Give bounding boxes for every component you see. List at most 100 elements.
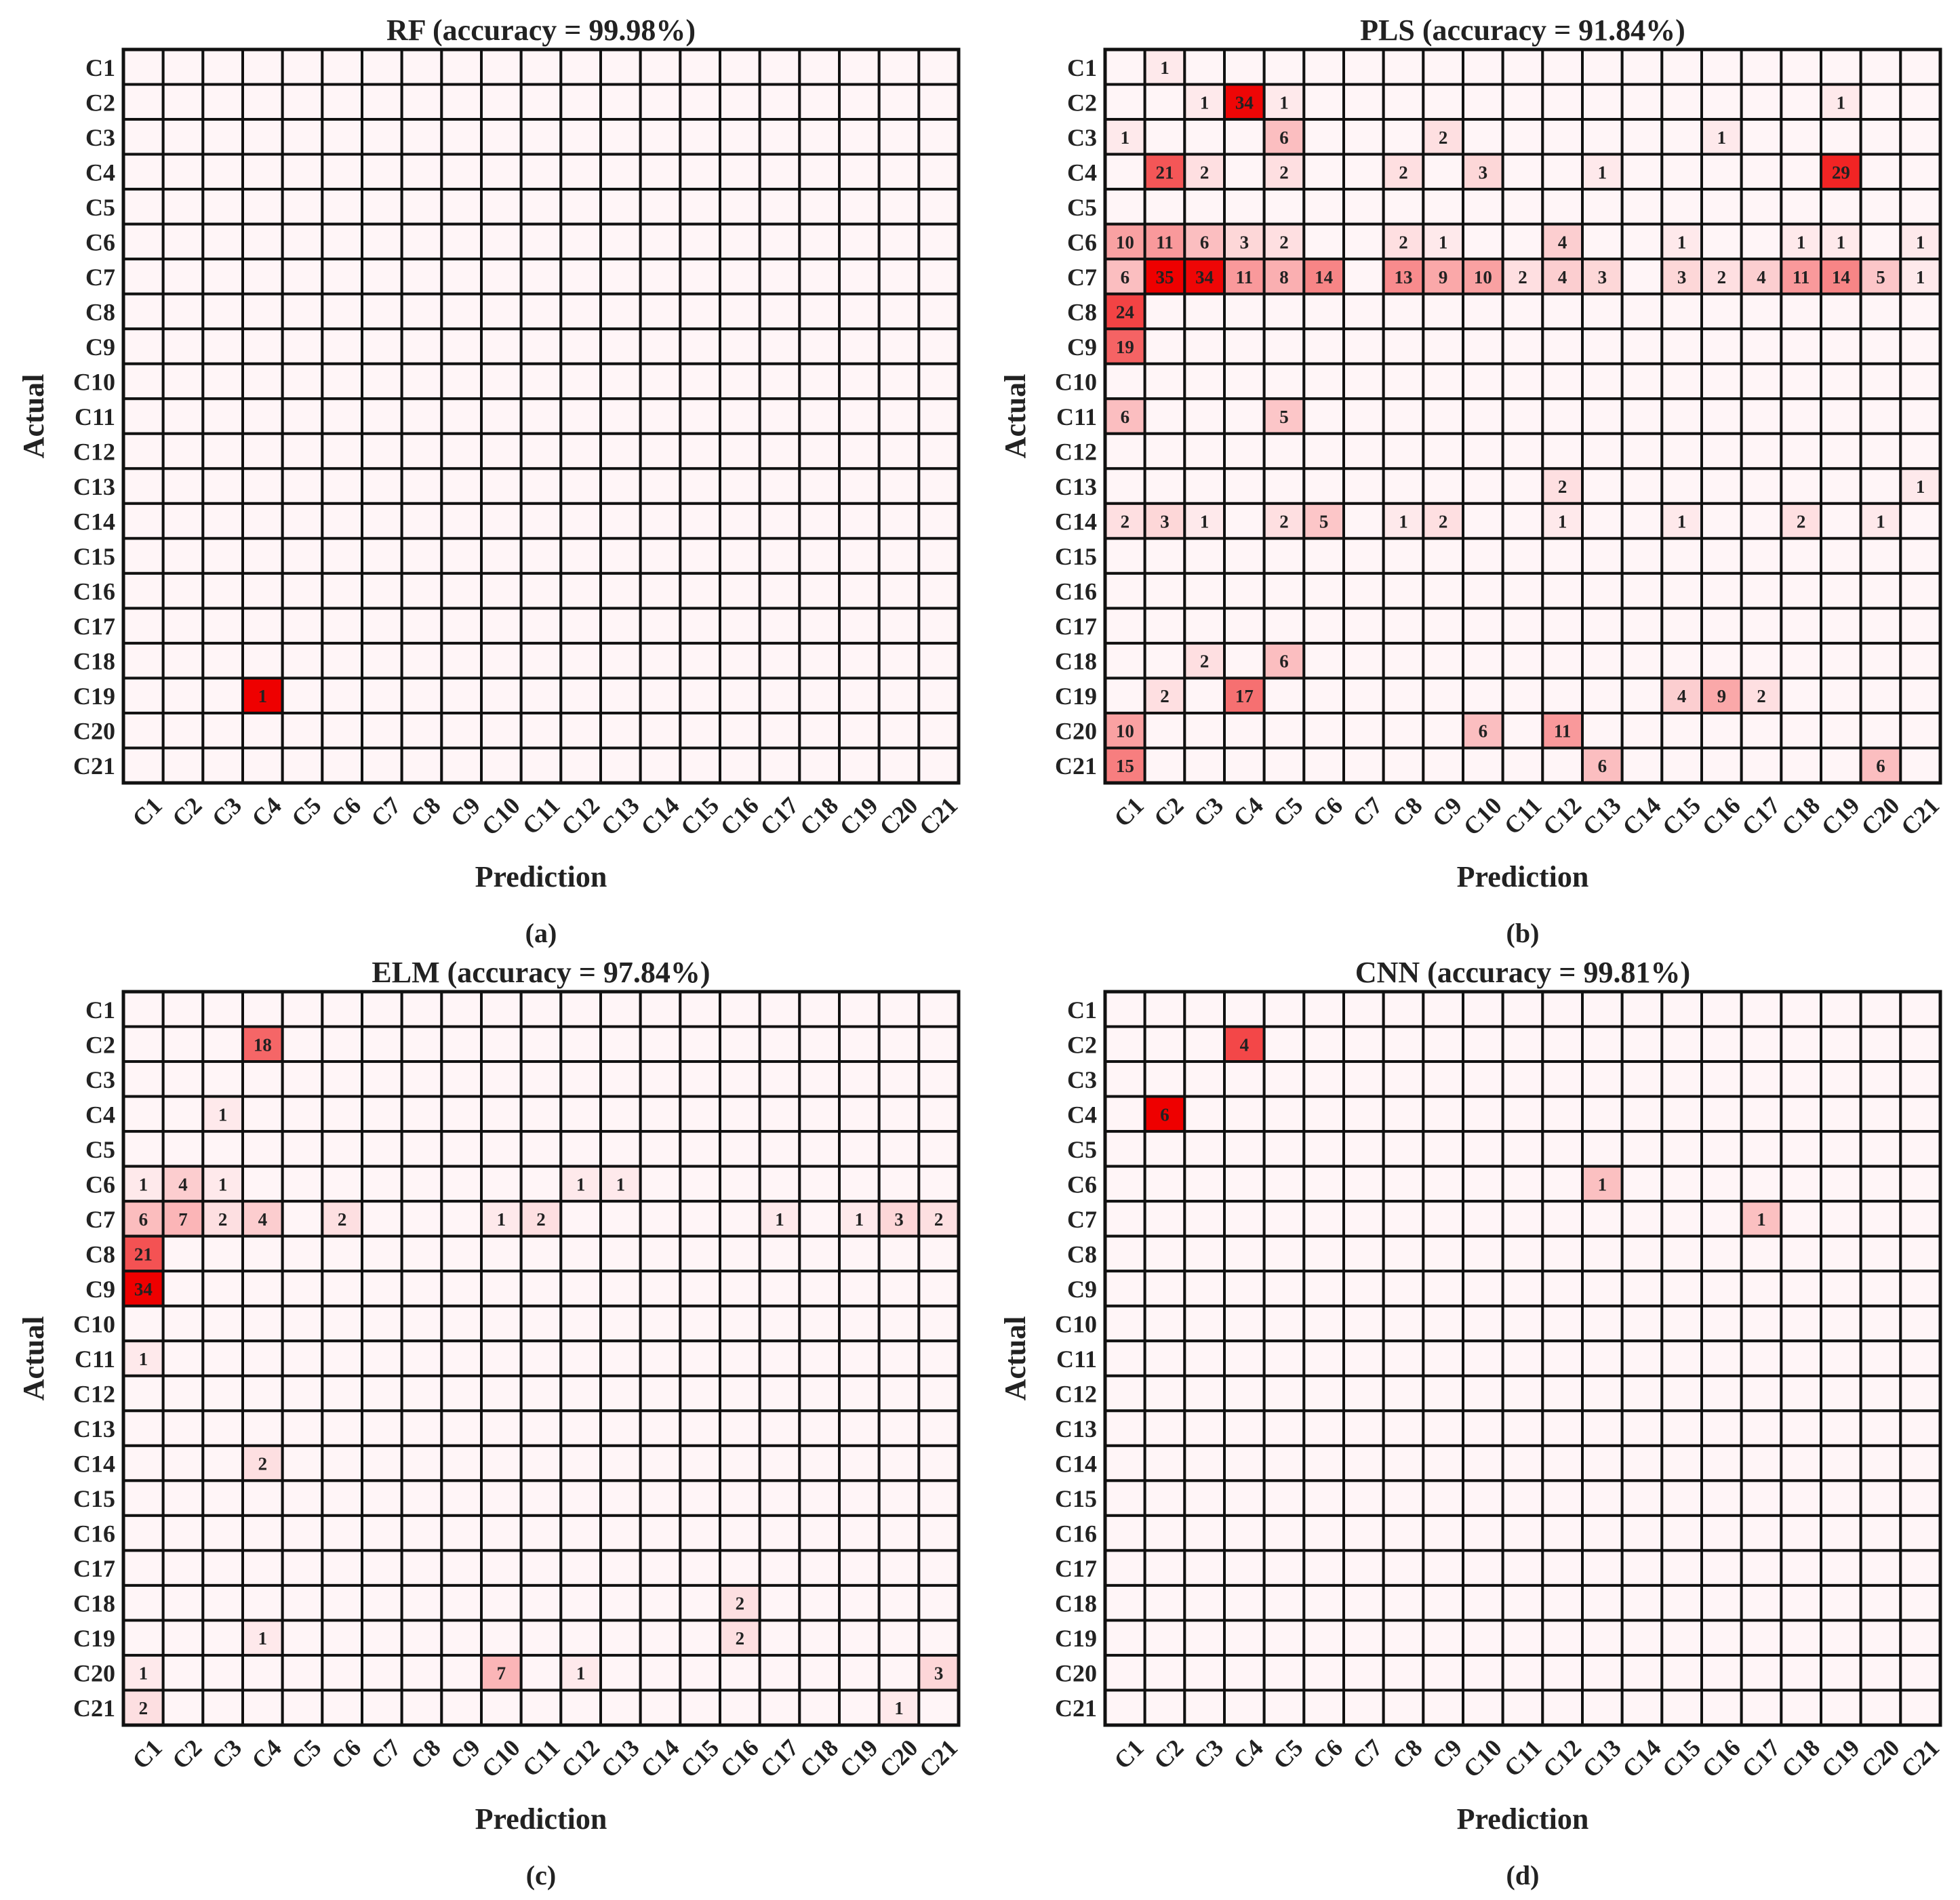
heatmap-cell [1581, 1479, 1624, 1517]
heatmap-cell [1501, 607, 1544, 645]
cell-value-label: 10 [1116, 721, 1134, 742]
y-tick-label: C9 [85, 1276, 115, 1303]
heatmap-cell [281, 1270, 324, 1308]
heatmap-cell [1422, 1165, 1464, 1203]
heatmap-cell [1740, 502, 1783, 540]
cell-value-label: 1 [1876, 512, 1885, 532]
x-tick-label: C15 [1657, 1734, 1706, 1783]
heatmap-cell [599, 1025, 642, 1064]
heatmap-cell [161, 1234, 205, 1273]
heatmap-cell [1302, 990, 1346, 1028]
heatmap-cell [599, 537, 642, 575]
cell-value-label: 21 [1156, 162, 1174, 182]
cell-value-label: 1 [1677, 232, 1687, 252]
heatmap-cell [1501, 83, 1544, 121]
heatmap-cell [161, 1444, 205, 1482]
heatmap-cell [1899, 1583, 1942, 1622]
heatmap-cell [1859, 48, 1902, 86]
heatmap-cell [281, 1339, 324, 1377]
heatmap-cell [1302, 607, 1346, 645]
heatmap-cell [719, 1514, 761, 1552]
heatmap-cell [639, 153, 682, 191]
heatmap-cell [1780, 1130, 1822, 1168]
heatmap-cell [480, 1270, 523, 1308]
heatmap-cell [758, 1270, 801, 1308]
heatmap-cell [559, 83, 602, 121]
heatmap-cell [1541, 1339, 1584, 1377]
heatmap-cell [639, 222, 682, 261]
heatmap-cell [321, 1234, 364, 1273]
heatmap-cell [1223, 1619, 1266, 1657]
heatmap-cell [241, 502, 284, 540]
heatmap-cell [1899, 1689, 1942, 1726]
heatmap-cell [1581, 292, 1624, 331]
heatmap-cell [1501, 990, 1544, 1028]
heatmap-cell [559, 432, 602, 470]
heatmap-cell [122, 258, 165, 296]
heatmap-cell [1740, 118, 1783, 156]
heatmap-cell [440, 990, 483, 1028]
cell-value-label: 6 [1479, 721, 1488, 742]
cell-value-label: 2 [1121, 512, 1130, 532]
y-tick-label: C21 [73, 1695, 115, 1722]
heatmap-cell [1899, 1130, 1942, 1168]
heatmap-cell [440, 1374, 483, 1413]
heatmap-cell [719, 188, 761, 226]
heatmap-cell [440, 1619, 483, 1657]
heatmap-cell [1302, 1200, 1346, 1238]
heatmap-cell [1223, 1583, 1266, 1622]
heatmap-cell [400, 502, 443, 540]
heatmap-cell [1501, 1130, 1544, 1168]
y-tick-label: C8 [85, 298, 115, 325]
heatmap-cell [758, 1304, 801, 1343]
heatmap-cell [1183, 571, 1226, 610]
heatmap-cell [201, 537, 245, 575]
heatmap-cell [719, 258, 761, 296]
cell-value-label: 2 [1279, 512, 1289, 532]
cell-value-label: 2 [1399, 162, 1408, 182]
heatmap-cell [1143, 1304, 1186, 1343]
heatmap-cell [1899, 1060, 1942, 1098]
heatmap-cell [1422, 1514, 1464, 1552]
heatmap-cell [1620, 48, 1664, 86]
heatmap-cell [440, 711, 483, 750]
y-tick-label: C6 [85, 228, 115, 256]
heatmap-cell [917, 1270, 961, 1308]
heatmap-cell [1740, 537, 1783, 575]
heatmap-cell [639, 1653, 682, 1692]
heatmap-cell [877, 1165, 921, 1203]
heatmap-cell [798, 571, 841, 610]
heatmap-cell [719, 432, 761, 470]
y-tick-label: C21 [1055, 1695, 1097, 1722]
heatmap-cell [519, 118, 563, 156]
heatmap-cell [1104, 1653, 1146, 1692]
heatmap-cell [1422, 1339, 1464, 1377]
heatmap-cell [1780, 432, 1822, 470]
heatmap-cell [1422, 1619, 1464, 1657]
y-tick-label: C11 [75, 1346, 115, 1373]
heatmap-cell [1620, 1165, 1664, 1203]
heatmap-cell [122, 188, 165, 226]
heatmap-cell [281, 397, 324, 435]
heatmap-cell [201, 1374, 245, 1413]
heatmap-cell [1740, 292, 1783, 331]
heatmap-cell [361, 1304, 403, 1343]
heatmap-cell [1700, 1689, 1743, 1726]
heatmap-cell [798, 746, 841, 785]
heatmap-cell [1581, 711, 1624, 750]
heatmap-cell [1501, 1165, 1544, 1203]
heatmap-cell [758, 1165, 801, 1203]
heatmap-cell [321, 1619, 364, 1657]
heatmap-cell [679, 432, 721, 470]
heatmap-cell [639, 1025, 682, 1064]
heatmap-cell [400, 362, 443, 401]
heatmap-cell [719, 1270, 761, 1308]
x-tick-label: C4 [246, 1734, 286, 1774]
heatmap-cell [1302, 118, 1346, 156]
heatmap-cell [1382, 1165, 1425, 1203]
heatmap-cell [1104, 990, 1146, 1028]
heatmap-cell [1342, 676, 1385, 714]
heatmap-cell [1183, 1549, 1226, 1587]
heatmap-cell [1302, 1374, 1346, 1413]
y-axis-label: Actual [17, 1316, 50, 1401]
